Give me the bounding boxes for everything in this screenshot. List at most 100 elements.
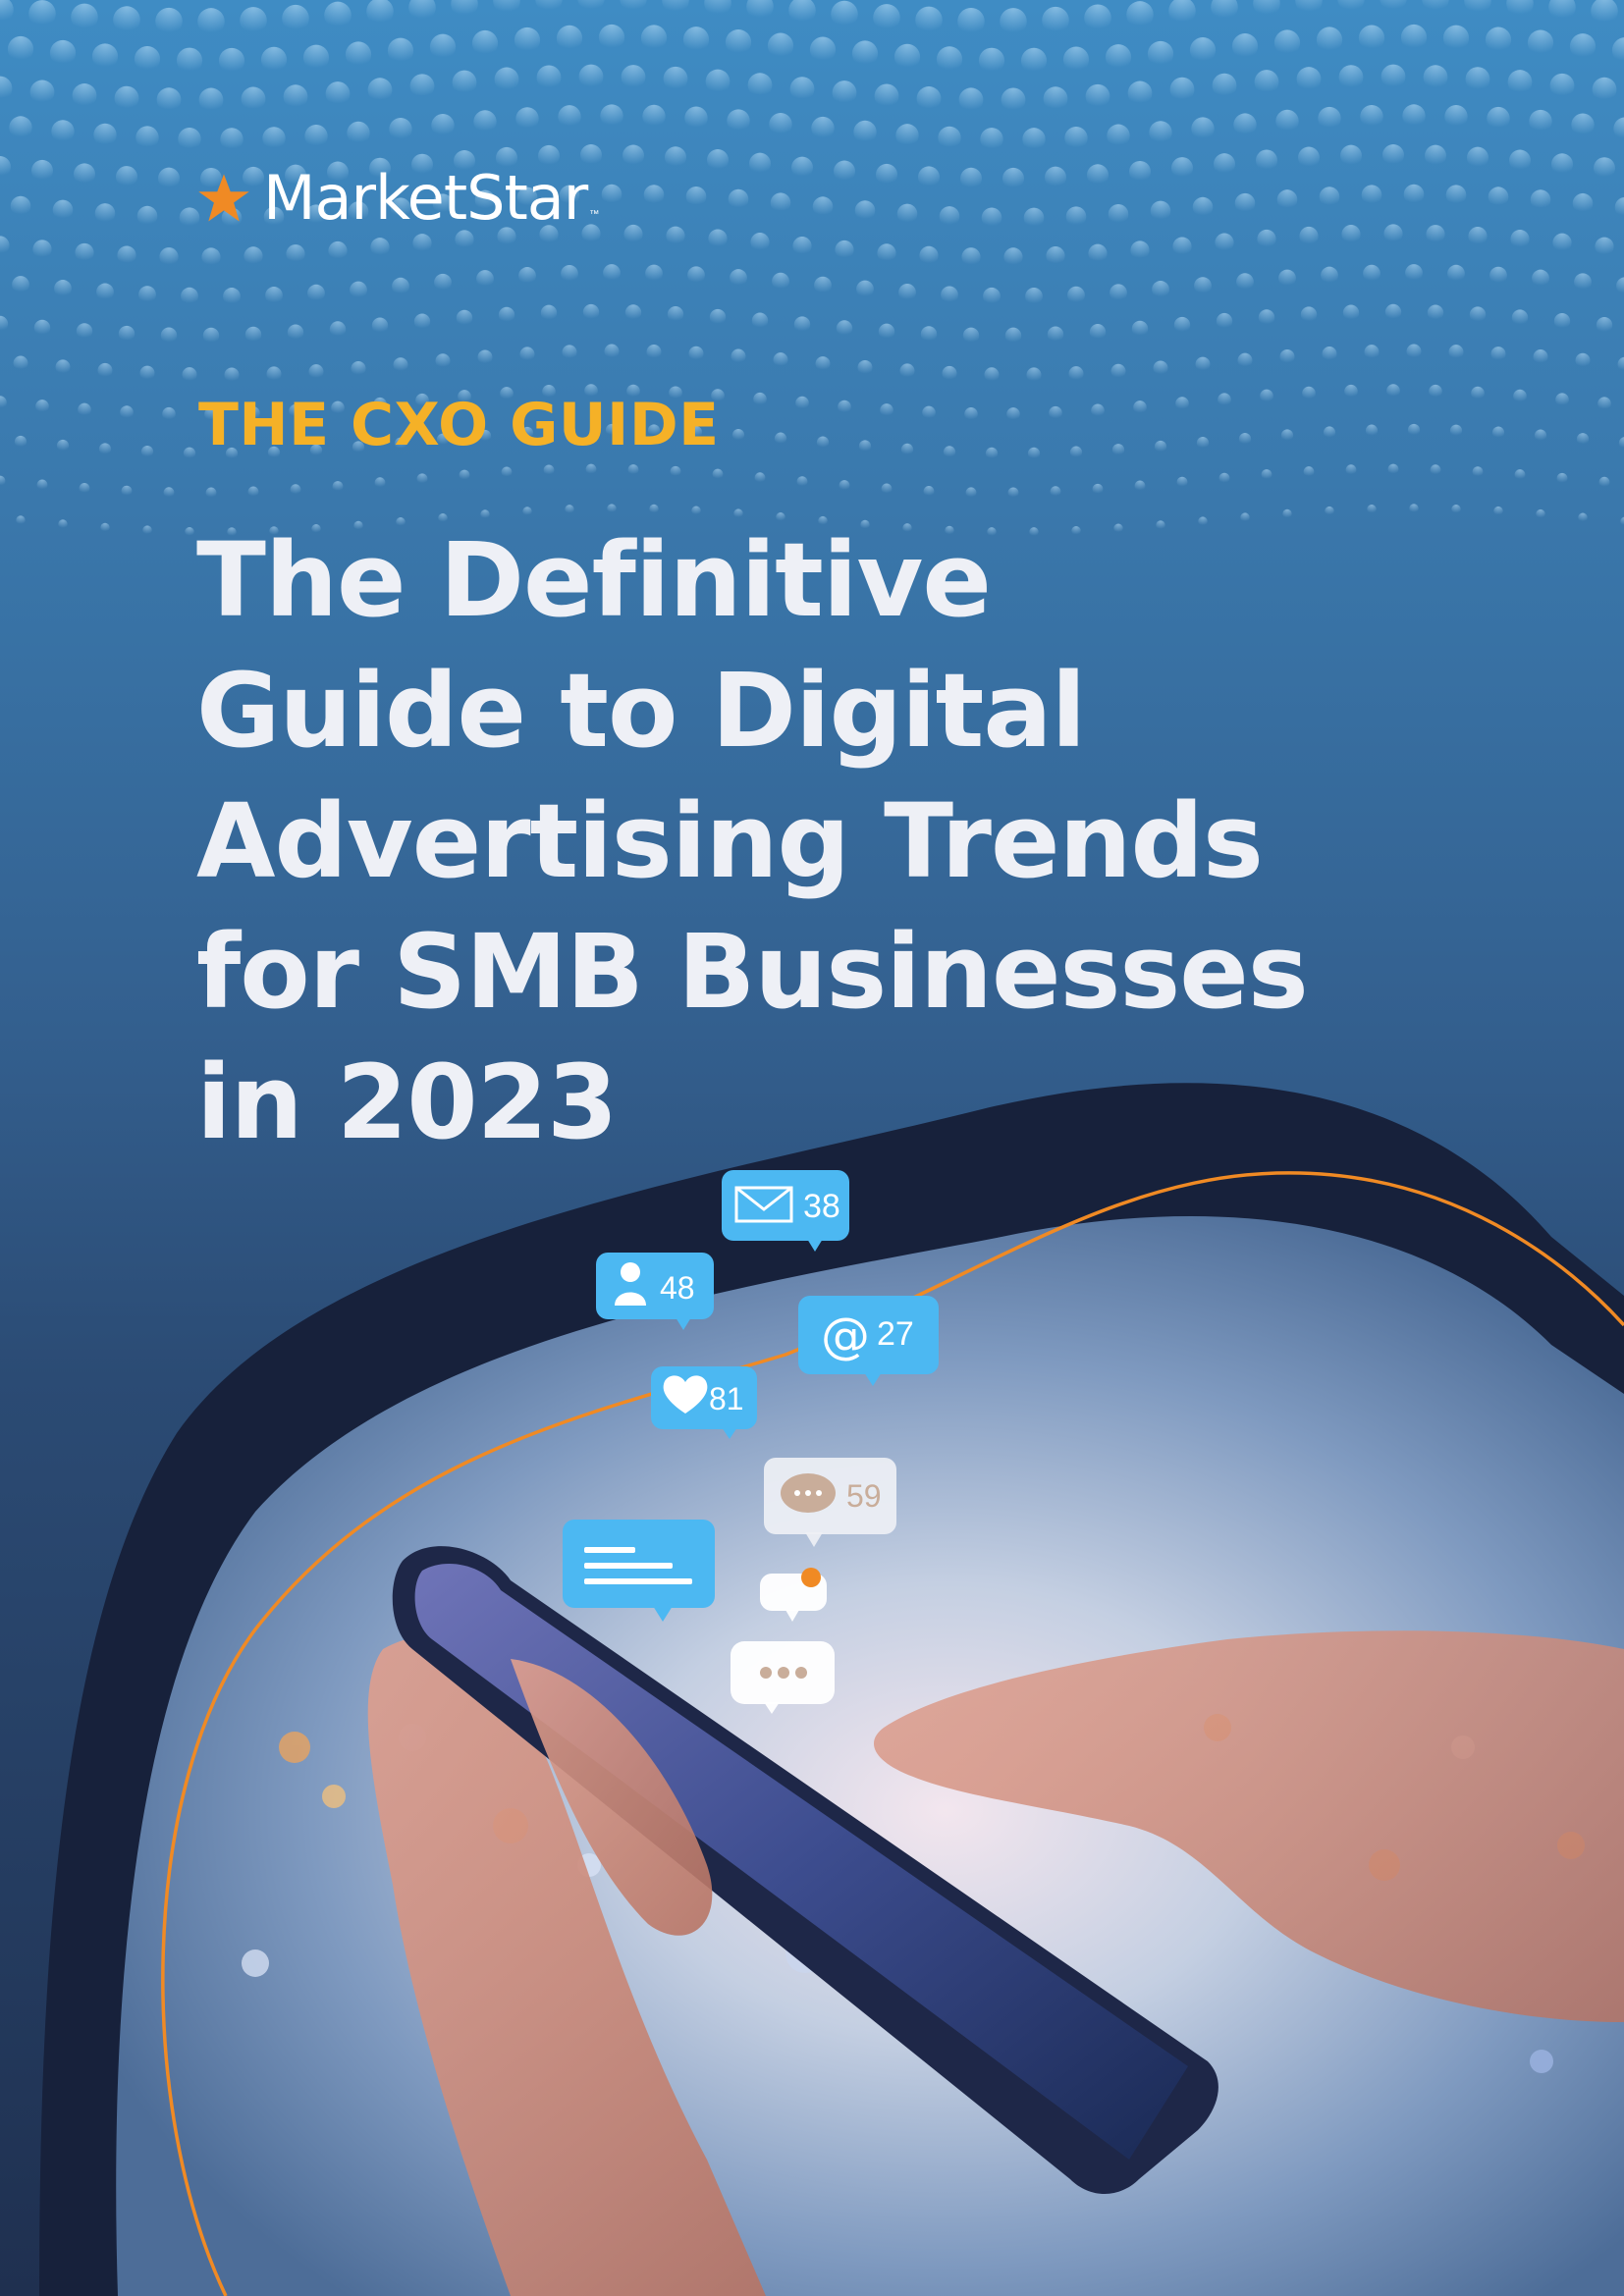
pattern-dot	[880, 403, 893, 417]
pattern-dot	[915, 6, 943, 34]
pattern-dot	[1451, 504, 1461, 514]
pattern-dot	[289, 403, 302, 418]
pattern-dot	[941, 286, 958, 304]
pattern-dot	[642, 104, 666, 129]
pattern-dot	[922, 405, 936, 420]
pattern-dot	[851, 40, 879, 67]
pattern-dot	[1551, 153, 1573, 176]
pattern-dot	[1302, 386, 1316, 400]
pattern-dot	[309, 444, 323, 456]
pattern-dot	[961, 247, 981, 267]
page-title: The Definitive Guide to Digital Advertis…	[196, 515, 1375, 1168]
pattern-dot	[1344, 384, 1358, 399]
pattern-dot	[1147, 40, 1174, 68]
pattern-dot	[666, 226, 685, 245]
trademark-symbol: ™	[589, 209, 600, 220]
pattern-dot	[58, 519, 68, 529]
hero-illustration: 38 48 @ 27 81	[39, 1083, 1624, 2296]
pattern-dot	[1382, 144, 1404, 167]
pattern-dot	[1529, 109, 1552, 133]
pattern-dot	[98, 443, 112, 455]
pattern-dot	[142, 525, 152, 535]
pattern-dot	[1006, 407, 1020, 421]
pattern-dot	[1556, 472, 1568, 484]
pattern-dot	[178, 127, 201, 151]
pattern-dot	[831, 0, 858, 28]
pattern-dot	[1429, 384, 1442, 399]
pattern-dot	[1430, 464, 1441, 476]
pattern-dot	[327, 161, 349, 184]
pattern-dot	[1156, 520, 1165, 530]
pattern-dot	[1572, 192, 1594, 214]
pattern-dot	[36, 479, 48, 491]
pattern-dot	[1000, 8, 1027, 35]
pattern-dot	[1386, 384, 1400, 398]
pattern-dot	[1548, 0, 1576, 22]
pattern-dot	[223, 288, 241, 305]
pattern-dot	[896, 203, 918, 225]
pattern-dot	[353, 520, 363, 531]
pattern-dot	[812, 196, 834, 217]
pattern-dot	[0, 76, 13, 101]
pattern-dot	[1592, 77, 1617, 102]
pattern-dot	[1618, 437, 1624, 450]
pattern-dot	[707, 149, 729, 172]
pattern-dot	[1596, 317, 1613, 334]
pattern-dot	[56, 439, 70, 453]
pattern-dot	[416, 473, 428, 485]
dots-icon	[760, 1667, 807, 1679]
pattern-dot	[1553, 313, 1571, 330]
pattern-dot	[351, 360, 366, 376]
pattern-dot	[1216, 312, 1233, 330]
user-notification: 48	[596, 1253, 714, 1330]
pattern-dot	[514, 27, 541, 54]
pattern-dot	[497, 227, 516, 246]
pattern-dot	[835, 240, 854, 260]
pattern-dot	[392, 277, 409, 295]
pattern-dot	[522, 507, 532, 516]
pattern-dot	[1129, 160, 1151, 183]
pattern-dot	[1337, 0, 1365, 13]
pattern-dot	[93, 123, 117, 147]
pattern-dot	[1253, 0, 1280, 18]
pattern-dot	[516, 187, 538, 208]
like-count: 81	[709, 1381, 744, 1416]
pattern-dot	[1507, 70, 1533, 94]
pattern-dot	[1029, 527, 1039, 537]
pattern-dot	[1490, 347, 1506, 362]
pattern-dot	[747, 73, 773, 98]
pattern-dot	[0, 236, 10, 255]
pattern-dot	[0, 475, 6, 487]
pattern-dot	[163, 487, 175, 499]
pattern-dot	[1360, 104, 1383, 129]
pattern-dot	[750, 233, 770, 252]
pattern-dot	[0, 315, 9, 333]
pattern-dot	[1400, 24, 1428, 51]
pattern-dot	[709, 308, 727, 326]
pattern-dot	[649, 504, 659, 514]
pattern-dot	[260, 46, 288, 74]
pattern-dot	[898, 283, 916, 301]
pattern-dot	[52, 199, 74, 221]
pattern-dot	[1510, 229, 1530, 249]
pattern-dot	[1407, 423, 1421, 437]
pattern-dot	[682, 27, 710, 53]
pattern-dot	[984, 367, 1000, 383]
pattern-dot	[1152, 281, 1169, 298]
pattern-dot	[838, 400, 851, 414]
pattern-dot	[1278, 269, 1296, 288]
pattern-dot	[458, 390, 471, 403]
pattern-dot	[1064, 126, 1088, 150]
pattern-dot	[535, 0, 563, 13]
pattern-dot	[198, 87, 224, 113]
pattern-dot	[240, 7, 267, 34]
pattern-dot	[262, 127, 286, 150]
pattern-dot	[246, 406, 260, 420]
pattern-dot	[1614, 196, 1624, 218]
pattern-dot	[436, 433, 450, 446]
marketstar-logo: MarketStar ™	[196, 162, 599, 234]
pattern-dot	[1341, 225, 1361, 244]
pattern-dot	[431, 114, 455, 137]
pattern-dot	[473, 110, 497, 133]
pattern-dot	[121, 485, 133, 497]
